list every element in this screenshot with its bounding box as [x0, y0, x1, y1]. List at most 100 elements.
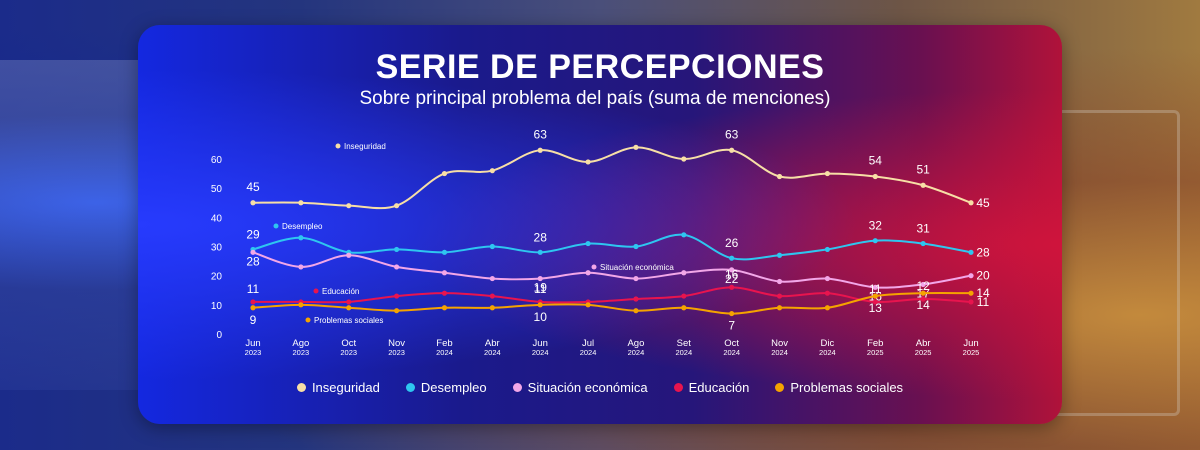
data-label-inseguridad: 63 — [725, 127, 739, 141]
chart-title: SERIE DE PERCEPCIONES — [375, 48, 825, 86]
x-tick-label-year: 2023 — [340, 348, 357, 357]
legend-item-situaci-n-econ-mica: Situación económica — [512, 380, 648, 395]
legend-dot-desempleo — [405, 383, 415, 392]
data-point-educaci-n — [250, 299, 256, 305]
x-tick-label: Nov — [771, 338, 788, 349]
data-label-inseguridad: 63 — [534, 127, 548, 141]
data-point-educaci-n — [489, 293, 495, 299]
data-label-problemas-sociales: 7 — [728, 319, 735, 333]
data-point-desempleo — [585, 240, 591, 247]
data-label-problemas-sociales: 14 — [916, 298, 930, 312]
data-point-problemas-sociales — [585, 302, 591, 308]
series-line-problemas-sociales — [252, 291, 972, 315]
data-point-problemas-sociales — [920, 290, 926, 296]
data-point-situaci-n-econ-mica — [824, 275, 831, 282]
x-tick-label: Oct — [724, 338, 739, 349]
x-tick-label: Feb — [436, 338, 452, 349]
data-label-inseguridad: 45 — [246, 180, 260, 194]
data-point-situaci-n-econ-mica — [776, 278, 783, 285]
x-tick-label-year: 2024 — [628, 348, 645, 357]
legend-dot-situaci-n-econ-mica — [512, 383, 522, 392]
y-tick-label: 20 — [211, 272, 223, 283]
x-tick-label-year: 2023 — [388, 348, 405, 357]
data-label-desempleo: 26 — [725, 236, 739, 250]
series-line-inseguridad — [252, 146, 972, 210]
data-point-inseguridad — [441, 170, 448, 177]
data-label-situaci-n-econ-mica: 19 — [534, 281, 548, 295]
data-point-problemas-sociales — [729, 310, 735, 317]
data-point-problemas-sociales — [681, 305, 687, 311]
x-tick-label: Nov — [388, 338, 405, 349]
x-tick-label: Ago — [627, 338, 644, 349]
data-label-desempleo: 32 — [869, 219, 883, 233]
data-label-problemas-sociales: 9 — [250, 313, 257, 327]
data-point-inseguridad — [681, 156, 687, 162]
data-label-desempleo: 28 — [534, 230, 548, 244]
series-tag-dot-situaci-n-econ-mica — [591, 264, 597, 270]
data-label-inseguridad: 45 — [976, 196, 990, 210]
legend-item-desempleo: Desempleo — [405, 380, 487, 395]
x-tick-label-year: 2023 — [293, 348, 310, 357]
data-point-desempleo — [681, 232, 687, 238]
series-tag-dot-inseguridad — [335, 143, 341, 149]
data-label-educaci-n: 12 — [916, 279, 930, 293]
data-point-educaci-n — [346, 299, 352, 305]
data-label-situaci-n-econ-mica: 20 — [976, 269, 990, 283]
data-label-situaci-n-econ-mica: 22 — [725, 272, 739, 286]
chart-subtitle: Sobre principal problema del país (suma … — [359, 88, 831, 109]
x-tick-label: Abr — [916, 338, 931, 349]
y-tick-label: 60 — [211, 155, 223, 166]
x-tick-label-year: 2024 — [723, 348, 740, 357]
data-point-desempleo — [920, 240, 926, 247]
data-point-inseguridad — [776, 173, 783, 180]
x-tick-label-year: 2024 — [675, 348, 692, 357]
data-point-educaci-n — [776, 293, 783, 299]
x-tick-label-year: 2024 — [532, 348, 549, 357]
y-tick-label: 0 — [216, 330, 222, 341]
x-tick-label: Feb — [867, 338, 883, 349]
data-point-inseguridad — [537, 147, 543, 153]
data-point-problemas-sociales — [250, 305, 256, 311]
series-tag-dot-problemas-sociales — [305, 317, 311, 323]
data-point-situaci-n-econ-mica — [729, 267, 735, 273]
data-point-inseguridad — [729, 147, 735, 153]
legend-label-problemas-sociales: Problemas sociales — [790, 380, 904, 395]
data-point-educaci-n — [920, 296, 926, 302]
y-tick-label: 40 — [211, 213, 223, 224]
data-point-educaci-n — [968, 299, 974, 305]
data-label-desempleo: 28 — [976, 245, 990, 259]
data-label-educaci-n: 11 — [534, 282, 547, 296]
data-point-inseguridad — [824, 170, 831, 177]
data-point-problemas-sociales — [968, 290, 974, 296]
data-point-situaci-n-econ-mica — [441, 270, 448, 276]
data-point-inseguridad — [633, 144, 639, 150]
data-label-problemas-sociales: 10 — [534, 310, 548, 324]
data-point-desempleo — [441, 249, 448, 255]
legend-label-educaci-n: Educación — [688, 380, 750, 395]
x-tick-label-year: 2024 — [484, 348, 501, 357]
background-police-car — [0, 60, 140, 390]
series-line-desempleo — [252, 233, 972, 261]
data-point-desempleo — [776, 252, 783, 258]
data-point-situaci-n-econ-mica — [346, 252, 352, 258]
data-point-desempleo — [824, 246, 831, 253]
x-tick-label: Dic — [821, 338, 835, 349]
data-label-situaci-n-econ-mica: 28 — [246, 254, 260, 268]
legend-label-situaci-n-econ-mica: Situación económica — [527, 380, 648, 395]
x-tick-label: Ago — [292, 338, 309, 349]
data-point-situaci-n-econ-mica — [585, 270, 591, 276]
data-point-situaci-n-econ-mica — [250, 249, 256, 255]
series-tag-desempleo: Desempleo — [282, 222, 323, 231]
y-tick-label: 50 — [211, 184, 223, 195]
data-point-desempleo — [298, 235, 304, 241]
data-label-desempleo: 31 — [916, 222, 930, 236]
x-tick-label-year: 2024 — [819, 348, 836, 357]
data-point-desempleo — [968, 249, 974, 255]
data-point-problemas-sociales — [394, 308, 400, 314]
data-label-educaci-n: 16 — [725, 267, 739, 281]
data-point-problemas-sociales — [489, 305, 495, 311]
data-point-educaci-n — [394, 293, 400, 299]
data-point-situaci-n-econ-mica — [968, 273, 974, 279]
data-point-situaci-n-econ-mica — [489, 275, 495, 282]
